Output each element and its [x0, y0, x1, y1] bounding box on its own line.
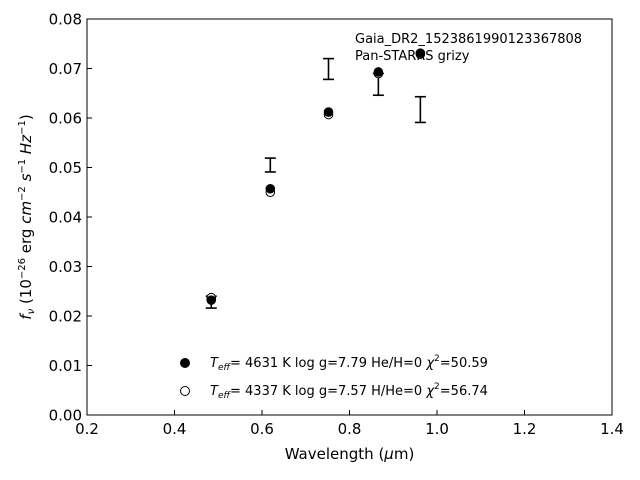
model-point-filled [206, 295, 217, 305]
y-tick-label: 0.06 [49, 110, 82, 128]
model-point-filled [323, 107, 334, 117]
model-point-filled [265, 183, 276, 194]
data-points [205, 48, 426, 309]
model-point-filled [415, 48, 426, 58]
legend-marker-open [180, 386, 190, 396]
error-bar [414, 95, 426, 124]
x-tick-label: 1.2 [513, 420, 537, 438]
y-tick-label: 0.07 [49, 60, 82, 78]
legend-entry-2: Teff= 4337 K log g=7.57 H/He=0 χ2=56.74 [210, 382, 488, 401]
legend: Teff= 4631 K log g=7.79 He/H=0 χ2=50.59 … [180, 354, 488, 401]
x-tick-label: 0.2 [75, 420, 99, 438]
plot-frame [86, 18, 613, 416]
model-point-filled [373, 67, 384, 77]
y-tick-label: 0.05 [49, 159, 82, 177]
x-tick-label: 0.4 [163, 420, 187, 438]
y-tick-label: 0.02 [49, 308, 82, 326]
legend-entry-1: Teff= 4631 K log g=7.79 He/H=0 χ2=50.59 [210, 354, 488, 373]
x-tick-label: 0.8 [338, 420, 362, 438]
star-id-annotation: Gaia_DR2_1523861990123367808 [355, 32, 582, 47]
error-bar [323, 57, 334, 81]
x-tick-label: 1.0 [425, 420, 449, 438]
y-tick-label: 0.08 [49, 11, 82, 29]
error-bar [264, 157, 276, 173]
x-tick-label: 0.6 [250, 420, 274, 438]
x-tick-label: 1.4 [600, 420, 624, 438]
axis-ticks: 0.2 0.4 0.6 0.8 1.0 1.2 1.4 0.00 0.01 0.02 0.03 0.0… [49, 11, 624, 439]
y-tick-label: 0.01 [49, 357, 82, 375]
y-tick-label: 0.03 [49, 258, 82, 276]
y-tick-label: 0.04 [49, 209, 82, 227]
y-tick-label: 0.00 [49, 407, 82, 425]
y-axis-label: fν (10−26 erg cm−2 s−1 Hz−1) [17, 114, 37, 319]
legend-marker-filled [180, 358, 190, 368]
filter-annotation: Pan-STARRS grizy [355, 49, 470, 64]
x-axis-label: Wavelength (μm) [285, 445, 415, 463]
